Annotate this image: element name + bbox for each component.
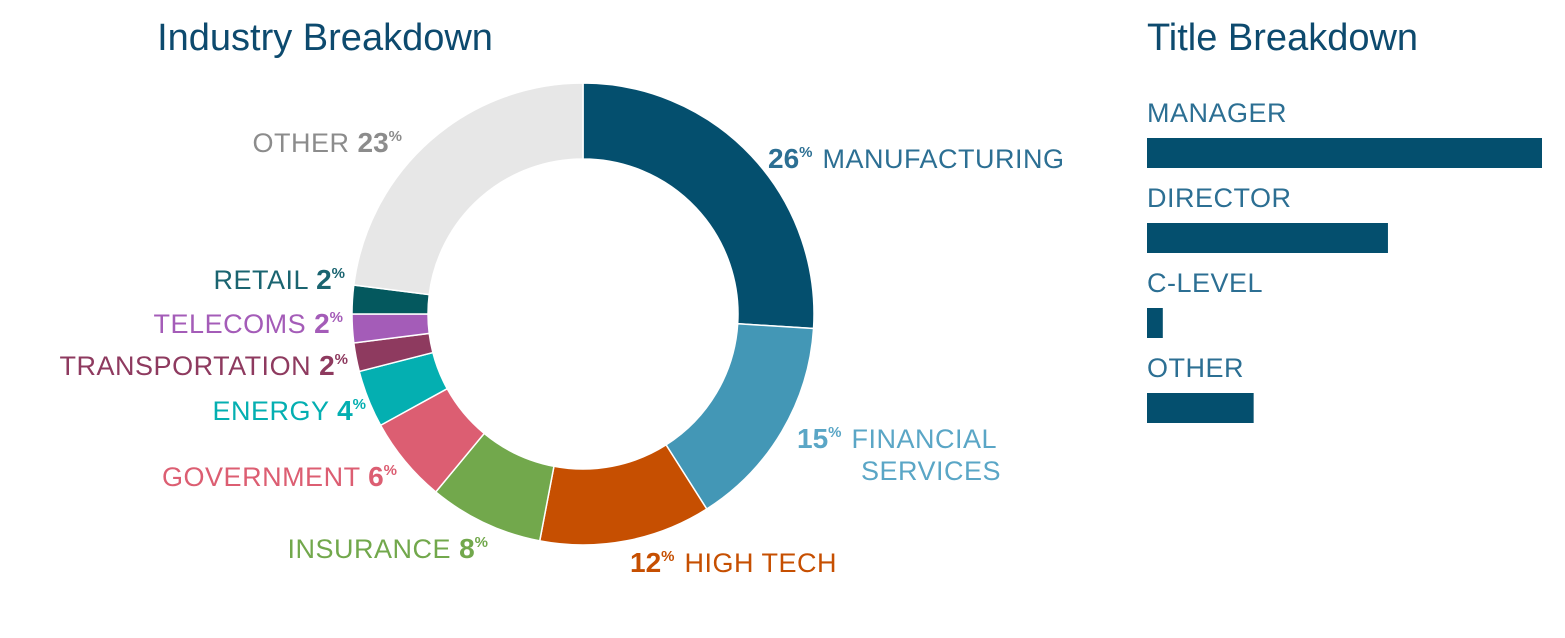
- label-manufacturing: 26% MANUFACTURING: [768, 143, 1065, 174]
- label-energy: ENERGY 4%: [213, 395, 366, 426]
- slice-value: 26: [768, 143, 799, 174]
- slice-label-text: HIGH TECH: [685, 548, 838, 578]
- slice-label-text: OTHER: [252, 128, 357, 158]
- bar-label-director: DIRECTOR: [1147, 183, 1292, 213]
- slice-value: 4: [337, 395, 353, 426]
- slice-value: 23: [358, 127, 389, 158]
- bar-other: [1147, 393, 1254, 423]
- label-telecoms: TELECOMS 2%: [154, 308, 343, 339]
- slice-value: 2: [316, 264, 332, 295]
- label-government: GOVERNMENT 6%: [162, 461, 397, 492]
- bar-label-manager: MANAGER: [1147, 98, 1287, 128]
- title-breakdown-title: Title Breakdown: [1147, 17, 1418, 59]
- slice-label-text: TRANSPORTATION: [60, 351, 320, 381]
- slice-value: 8: [459, 533, 475, 564]
- slice-percent-sign: %: [384, 462, 397, 479]
- slice-value: 15: [797, 423, 828, 454]
- slice-percent-sign: %: [661, 548, 674, 565]
- slice-percent-sign: %: [475, 534, 488, 551]
- slice-percent-sign: %: [335, 351, 348, 368]
- slice-value: 2: [314, 308, 330, 339]
- label-transportation: TRANSPORTATION 2%: [60, 350, 348, 381]
- slice-label-text: FINANCIAL: [852, 424, 998, 454]
- slice-label-text: ENERGY: [213, 396, 338, 426]
- slice-percent-sign: %: [330, 309, 343, 326]
- slice-label-text: TELECOMS: [154, 309, 315, 339]
- slice-label-text: RETAIL: [214, 265, 317, 295]
- title-breakdown-bars: MANAGER DIRECTOR C-LEVEL OTHER: [1147, 98, 1542, 423]
- label-retail: RETAIL 2%: [214, 264, 345, 295]
- donut-slices: [351, 82, 815, 546]
- bar-director: [1147, 223, 1388, 253]
- slice-other: [352, 82, 584, 296]
- bar-label-c-level: C-LEVEL: [1147, 268, 1263, 298]
- slice-percent-sign: %: [799, 144, 812, 161]
- slice-label-text: SERVICES: [861, 456, 1001, 486]
- slice-label-text: MANUFACTURING: [823, 144, 1065, 174]
- slice-label-text: INSURANCE: [288, 534, 460, 564]
- bar-label-other: OTHER: [1147, 353, 1244, 383]
- slice-percent-sign: %: [828, 424, 841, 441]
- title-breakdown-chart: Title Breakdown MANAGER DIRECTOR C-LEVEL OT…: [1147, 17, 1542, 423]
- label-financial-services: 15% FINANCIAL SERVICES: [797, 423, 1001, 486]
- industry-breakdown-title: Industry Breakdown: [157, 17, 493, 59]
- slice-percent-sign: %: [332, 265, 345, 282]
- label-insurance: INSURANCE 8%: [288, 533, 488, 564]
- bar-c-level: [1147, 308, 1163, 338]
- slice-value: 6: [368, 461, 384, 492]
- slice-percent-sign: %: [389, 128, 402, 145]
- slice-value: 12: [630, 547, 661, 578]
- slice-manufacturing: [582, 82, 815, 330]
- slice-value: 2: [319, 350, 335, 381]
- label-other: OTHER 23%: [252, 127, 402, 158]
- slice-label-text: GOVERNMENT: [162, 462, 368, 492]
- label-high-tech: 12% HIGH TECH: [630, 547, 837, 578]
- bar-manager: [1147, 138, 1542, 168]
- slice-percent-sign: %: [353, 396, 366, 413]
